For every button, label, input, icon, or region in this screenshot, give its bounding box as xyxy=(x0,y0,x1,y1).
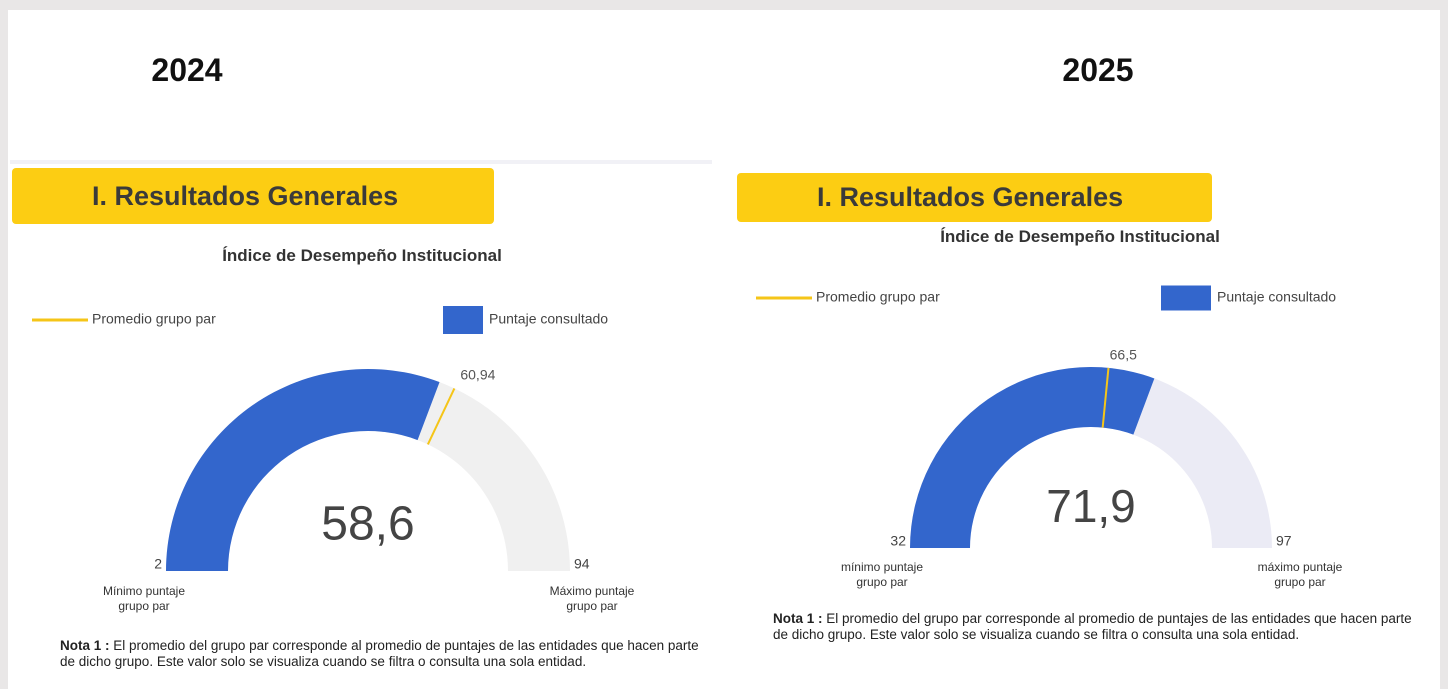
average-marker xyxy=(1101,367,1110,428)
note: Nota 1 : El promedio del grupo par corre… xyxy=(773,611,1413,643)
tick-caption: Máximo puntaje grupo par xyxy=(549,584,635,613)
year: 2024 xyxy=(151,52,223,88)
average-marker xyxy=(426,387,456,445)
tick-label: 32 xyxy=(890,533,906,549)
legend-swatch xyxy=(1161,285,1211,311)
note: Nota 1 : El promedio del grupo par corre… xyxy=(60,638,710,670)
chart-title: Índice de Desempeño Institucional xyxy=(940,227,1220,246)
note-text: El promedio del grupo par corresponde al… xyxy=(773,611,1412,642)
chart-title: Índice de Desempeño Institucional xyxy=(222,246,502,265)
tick-label: 94 xyxy=(574,556,590,572)
section-header: I. Resultados Generales xyxy=(737,173,1212,222)
note-text: El promedio del grupo par corresponde al… xyxy=(60,638,699,669)
panel-border xyxy=(10,160,712,164)
tick-label: 97 xyxy=(1276,533,1292,549)
note-label: Nota 1 : xyxy=(773,611,823,626)
average-label: 60,94 xyxy=(460,366,495,382)
gauge-value xyxy=(910,367,1155,548)
tick-caption: Mínimo puntaje grupo par xyxy=(102,584,186,613)
year: 2025 xyxy=(1062,52,1134,88)
section-header: I. Resultados Generales xyxy=(12,168,494,224)
legend-label: Promedio grupo par xyxy=(92,311,216,327)
note-label: Nota 1 : xyxy=(60,638,110,653)
page xyxy=(8,10,1440,689)
legend-swatch xyxy=(443,306,483,334)
tick-caption: máximo puntaje grupo par xyxy=(1257,560,1343,589)
legend-label: Promedio grupo par xyxy=(816,289,940,305)
tick-label: 2 xyxy=(154,556,162,572)
gauge-value xyxy=(166,369,440,571)
legend-label: Puntaje consultado xyxy=(1217,289,1336,305)
average-label: 66,5 xyxy=(1110,347,1137,363)
value-label: 58,6 xyxy=(321,498,414,551)
value-label: 71,9 xyxy=(1046,480,1136,532)
legend-label: Puntaje consultado xyxy=(489,311,608,327)
tick-caption: mínimo puntaje grupo par xyxy=(840,560,924,589)
